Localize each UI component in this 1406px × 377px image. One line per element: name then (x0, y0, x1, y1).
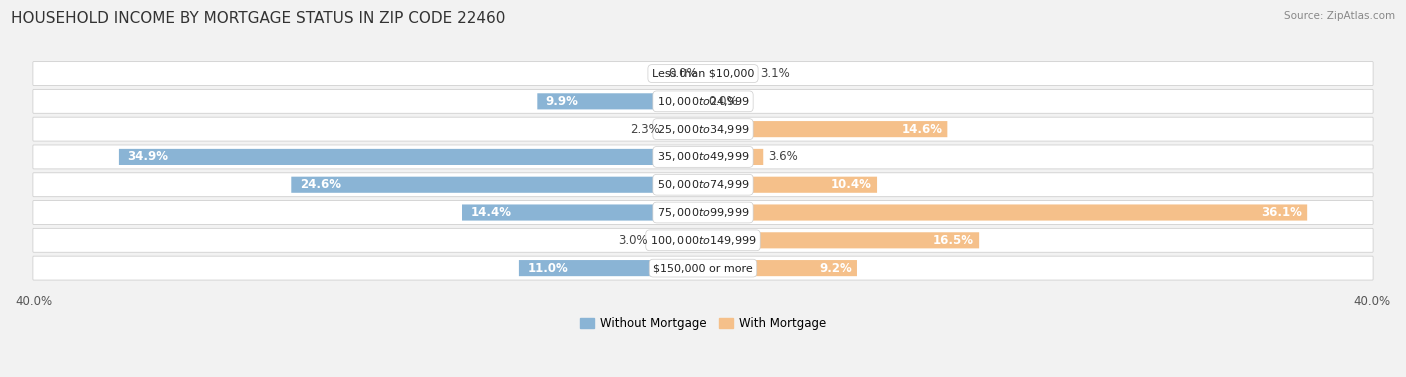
FancyBboxPatch shape (665, 121, 703, 137)
FancyBboxPatch shape (703, 260, 858, 276)
Text: 3.6%: 3.6% (768, 150, 799, 164)
Text: 10.4%: 10.4% (831, 178, 872, 191)
FancyBboxPatch shape (703, 121, 948, 137)
FancyBboxPatch shape (703, 66, 755, 81)
Text: $10,000 to $24,999: $10,000 to $24,999 (657, 95, 749, 108)
Text: 2.3%: 2.3% (630, 123, 659, 136)
FancyBboxPatch shape (32, 145, 1374, 169)
Text: 9.2%: 9.2% (820, 262, 852, 274)
Text: 3.0%: 3.0% (619, 234, 648, 247)
FancyBboxPatch shape (703, 232, 979, 248)
Text: $50,000 to $74,999: $50,000 to $74,999 (657, 178, 749, 191)
Text: $100,000 to $149,999: $100,000 to $149,999 (650, 234, 756, 247)
FancyBboxPatch shape (32, 89, 1374, 113)
FancyBboxPatch shape (120, 149, 703, 165)
FancyBboxPatch shape (32, 117, 1374, 141)
FancyBboxPatch shape (519, 260, 703, 276)
Text: $75,000 to $99,999: $75,000 to $99,999 (657, 206, 749, 219)
Text: 16.5%: 16.5% (934, 234, 974, 247)
Text: 34.9%: 34.9% (128, 150, 169, 164)
FancyBboxPatch shape (32, 228, 1374, 252)
Text: Less than $10,000: Less than $10,000 (652, 69, 754, 78)
FancyBboxPatch shape (32, 201, 1374, 224)
FancyBboxPatch shape (537, 93, 703, 109)
FancyBboxPatch shape (703, 204, 1308, 221)
FancyBboxPatch shape (463, 204, 703, 221)
Text: Source: ZipAtlas.com: Source: ZipAtlas.com (1284, 11, 1395, 21)
Legend: Without Mortgage, With Mortgage: Without Mortgage, With Mortgage (575, 313, 831, 335)
FancyBboxPatch shape (703, 177, 877, 193)
Text: HOUSEHOLD INCOME BY MORTGAGE STATUS IN ZIP CODE 22460: HOUSEHOLD INCOME BY MORTGAGE STATUS IN Z… (11, 11, 506, 26)
Text: 14.6%: 14.6% (901, 123, 942, 136)
Text: $25,000 to $34,999: $25,000 to $34,999 (657, 123, 749, 136)
Text: 14.4%: 14.4% (471, 206, 512, 219)
Text: 0.0%: 0.0% (709, 95, 738, 108)
Text: 3.1%: 3.1% (759, 67, 790, 80)
FancyBboxPatch shape (32, 61, 1374, 86)
FancyBboxPatch shape (652, 232, 703, 248)
Text: 36.1%: 36.1% (1261, 206, 1302, 219)
FancyBboxPatch shape (703, 149, 763, 165)
Text: $150,000 or more: $150,000 or more (654, 263, 752, 273)
Text: 11.0%: 11.0% (527, 262, 568, 274)
Text: $35,000 to $49,999: $35,000 to $49,999 (657, 150, 749, 164)
FancyBboxPatch shape (32, 256, 1374, 280)
FancyBboxPatch shape (32, 173, 1374, 197)
Text: 24.6%: 24.6% (299, 178, 340, 191)
Text: 9.9%: 9.9% (546, 95, 578, 108)
Text: 0.0%: 0.0% (668, 67, 697, 80)
FancyBboxPatch shape (291, 177, 703, 193)
